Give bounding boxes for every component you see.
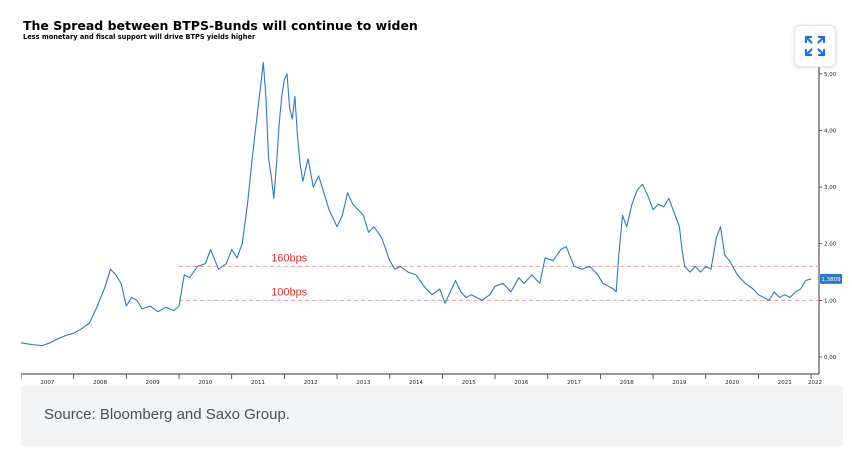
- x-tick-label: 2008: [93, 380, 107, 386]
- y-tick-label: 4,00: [824, 128, 837, 134]
- caption-box: Source: Bloomberg and Saxo Group.: [21, 386, 843, 446]
- x-tick-label: 2022: [808, 380, 822, 386]
- last-value-badge: [820, 273, 842, 284]
- y-tick-label: 5,00: [824, 72, 837, 78]
- chart-container: 0,00 1,00 2,00 3,00 4,00 5,00 2007 2008 2009 2010…: [21, 18, 843, 446]
- x-tick-label: 2013: [356, 380, 370, 386]
- x-tick-label: 2011: [251, 380, 265, 386]
- chart-title: The Spread between BTPS-Bunds will conti…: [23, 18, 418, 33]
- reference-line-label: 160bps: [271, 252, 308, 264]
- caption-text: Source: Bloomberg and Saxo Group.: [44, 406, 290, 423]
- expand-button[interactable]: [794, 25, 836, 67]
- x-tick-label: 2007: [40, 380, 54, 386]
- x-tick-label: 2012: [304, 380, 318, 386]
- x-tick-label: 2018: [620, 380, 634, 386]
- reference-line-label: 100bps: [271, 286, 308, 298]
- chart-plot: 0,00 1,00 2,00 3,00 4,00 5,00 2007 2008 2009 2010…: [21, 44, 842, 386]
- y-tick-label: 2,00: [824, 242, 837, 248]
- x-tick-label: 2010: [198, 380, 212, 386]
- x-tick-label: 2015: [462, 380, 476, 386]
- chart-subtitle: Less monetary and fiscal support will dr…: [23, 33, 256, 41]
- x-tick-label: 2019: [672, 380, 686, 386]
- x-tick-label: 2020: [725, 380, 739, 386]
- y-tick-label: 1,00: [824, 298, 837, 304]
- last-value-label: 1,3809: [821, 277, 841, 283]
- x-tick-label: 2014: [409, 380, 423, 386]
- series-line: [21, 61, 812, 347]
- y-tick-label: 0,00: [824, 355, 837, 361]
- x-tick-label: 2017: [567, 380, 581, 386]
- y-tick-label: 3,00: [824, 185, 837, 191]
- x-tick-label: 2016: [514, 380, 528, 386]
- expand-icon: [804, 35, 826, 57]
- x-tick-label: 2009: [146, 380, 160, 386]
- x-tick-label: 2021: [778, 380, 792, 386]
